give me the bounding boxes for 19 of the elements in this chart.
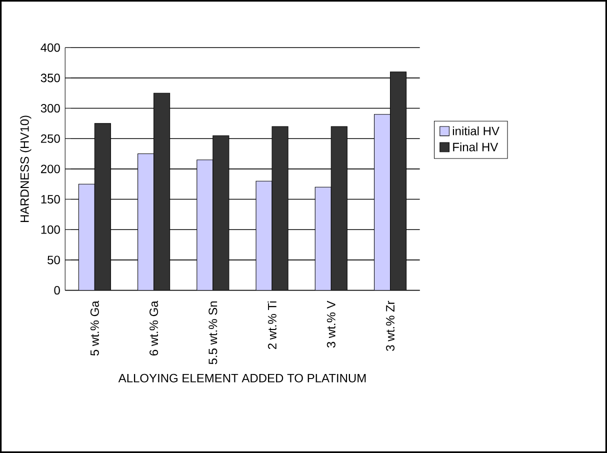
y-tick-label: 150 — [41, 195, 60, 204]
y-tick-label: 0 — [54, 286, 60, 295]
y-tick-label: 350 — [40, 74, 60, 82]
legend-label: Final HV — [453, 142, 498, 152]
x-axis-title: ALLOYING ELEMENT ADDED TO PLATINUM — [118, 374, 366, 382]
y-tick-label: 250 — [40, 134, 60, 143]
y-tick-label: 400 — [40, 43, 60, 52]
y-axis-title: HARDNESS (HV10) — [20, 116, 32, 222]
y-tick-label: 200 — [40, 164, 60, 174]
legend-label: initial HV — [452, 126, 500, 136]
y-tick-label: 300 — [40, 104, 60, 113]
x-tick-label: 3 wt.% V — [326, 300, 336, 348]
x-tick-label: 5 wt.% Ga — [90, 300, 99, 356]
x-tick-label: 6 wt.% Ga — [150, 300, 158, 356]
y-tick-label: 100 — [41, 225, 60, 234]
x-tick-label: 2 wt.% Ti — [268, 302, 276, 349]
x-tick-label: 5.5 wt.% Sn — [208, 301, 218, 364]
y-tick-label: 50 — [48, 256, 60, 264]
x-tick-label: 3 wt.% Zr — [386, 300, 395, 351]
